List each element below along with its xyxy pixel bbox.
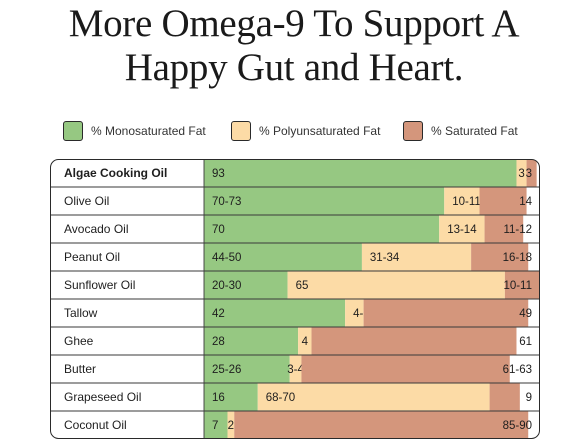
bar-algae-cooking-oil-saturated: [526, 159, 537, 187]
legend-item-saturated: % Saturated Fat: [403, 121, 518, 141]
chart-border: [50, 159, 540, 439]
bar-ghee-monosaturated: [204, 327, 299, 355]
value-label-algae-cooking-oil-monosaturated: 93: [212, 168, 225, 180]
value-label-avocado-oil-polyunsaturated: 13-14: [447, 224, 477, 236]
bar-avocado-oil-polyunsaturated: [439, 215, 485, 243]
row-avocado-oil: Avocado Oil 70 13-14 11-12: [64, 215, 532, 243]
bar-sunflower-oil-polyunsaturated: [287, 271, 505, 299]
bar-tallow-monosaturated: [204, 299, 346, 327]
fat-composition-chart: Algae Cooking Oil 93 3 3 Olive Oil 70-73 10-11…: [50, 159, 540, 439]
bar-butter-monosaturated: [204, 355, 290, 383]
row-algae-cooking-oil: Algae Cooking Oil 93 3 3: [64, 159, 537, 187]
row-tallow: Tallow 42 4-7 49: [64, 299, 532, 327]
row-butter: Butter 25-26 3-4 61-63: [64, 355, 532, 383]
bar-avocado-oil-monosaturated: [204, 215, 440, 243]
value-label-ghee-monosaturated: 28: [212, 336, 225, 348]
legend-label-polyunsaturated: % Polyunsaturated Fat: [259, 124, 381, 138]
value-label-avocado-oil-saturated: 11-12: [503, 224, 532, 236]
value-label-tallow-saturated: 49: [519, 308, 532, 320]
row-sunflower-oil: Sunflower Oil 20-30 65 10-11: [64, 271, 540, 299]
value-label-butter-polyunsaturated: 3-4: [287, 364, 304, 376]
bar-coconut-oil-polyunsaturated: [227, 411, 235, 439]
bar-tallow-polyunsaturated: [345, 299, 364, 327]
category-label-peanut-oil: Peanut Oil: [64, 250, 120, 264]
bar-algae-cooking-oil-polyunsaturated: [516, 159, 527, 187]
value-label-olive-oil-monosaturated: 70-73: [212, 196, 241, 208]
bar-ghee-saturated: [311, 327, 517, 355]
value-label-peanut-oil-saturated: 16-18: [503, 252, 532, 264]
value-label-peanut-oil-monosaturated: 44-50: [212, 252, 241, 264]
bar-sunflower-oil-monosaturated: [204, 271, 288, 299]
bar-olive-oil-monosaturated: [204, 187, 445, 215]
value-label-butter-monosaturated: 25-26: [212, 364, 241, 376]
category-label-coconut-oil: Coconut Oil: [64, 418, 127, 432]
bar-tallow-saturated: [363, 299, 529, 327]
bar-sunflower-oil-saturated: [504, 271, 540, 299]
bar-grapeseed-oil-monosaturated: [204, 383, 258, 411]
bar-butter-saturated: [301, 355, 510, 383]
value-label-coconut-oil-polyunsaturated: 2: [228, 420, 234, 432]
category-label-algae-cooking-oil: Algae Cooking Oil: [64, 166, 167, 180]
legend-swatch-saturated: [403, 121, 423, 141]
title-line-1: More Omega-9 To Support A: [68, 2, 520, 45]
value-label-grapeseed-oil-polyunsaturated: 68-70: [266, 392, 295, 404]
legend-item-polyunsaturated: % Polyunsaturated Fat: [231, 121, 380, 141]
bar-olive-oil-polyunsaturated: [444, 187, 480, 215]
value-label-tallow-monosaturated: 42: [212, 308, 225, 320]
value-label-avocado-oil-monosaturated: 70: [212, 224, 225, 236]
row-olive-oil: Olive Oil 70-73 10-11 14: [64, 187, 533, 215]
value-label-ghee-polyunsaturated: 4: [302, 336, 309, 348]
bar-ghee-polyunsaturated: [298, 327, 312, 355]
bar-peanut-oil-monosaturated: [204, 243, 362, 271]
legend-label-saturated: % Saturated Fat: [431, 124, 518, 138]
value-label-algae-cooking-oil-polyunsaturated: 3: [518, 168, 524, 180]
legend-label-monosaturated: % Monosaturated Fat: [91, 124, 206, 138]
value-label-sunflower-oil-polyunsaturated: 65: [296, 280, 309, 292]
bar-peanut-oil-saturated: [471, 243, 529, 271]
value-label-olive-oil-saturated: 14: [519, 196, 532, 208]
category-label-olive-oil: Olive Oil: [64, 194, 109, 208]
bar-avocado-oil-saturated: [484, 215, 524, 243]
category-label-sunflower-oil: Sunflower Oil: [64, 278, 135, 292]
row-coconut-oil: Coconut Oil 7 2 85-90: [64, 411, 532, 439]
value-label-peanut-oil-polyunsaturated: 31-34: [370, 252, 400, 264]
row-peanut-oil: Peanut Oil 44-50 31-34 16-18: [64, 243, 532, 271]
title-line-2: Happy Gut and Heart.: [124, 46, 464, 89]
bar-olive-oil-saturated: [479, 187, 527, 215]
value-label-algae-cooking-oil-saturated: 3: [526, 168, 532, 180]
bar-butter-polyunsaturated: [289, 355, 302, 383]
value-label-sunflower-oil-monosaturated: 20-30: [212, 280, 241, 292]
bar-grapeseed-oil-polyunsaturated: [257, 383, 490, 411]
category-label-butter: Butter: [64, 362, 96, 376]
value-label-sunflower-oil-saturated: 10-11: [503, 280, 532, 292]
row-grapeseed-oil: Grapeseed Oil 16 68-70 9: [64, 383, 532, 411]
legend: % Monosaturated Fat % Polyunsaturated Fa…: [0, 121, 588, 141]
value-label-coconut-oil-monosaturated: 7: [212, 420, 218, 432]
value-label-olive-oil-polyunsaturated: 10-11: [452, 196, 481, 208]
value-label-ghee-saturated: 61: [519, 336, 532, 348]
row-ghee: Ghee 28 4 61: [64, 327, 532, 355]
value-label-grapeseed-oil-monosaturated: 16: [212, 392, 225, 404]
bar-coconut-oil-saturated: [234, 411, 529, 439]
legend-item-monosaturated: % Monosaturated Fat: [63, 121, 206, 141]
value-label-grapeseed-oil-saturated: 9: [526, 392, 532, 404]
value-label-butter-saturated: 61-63: [503, 364, 532, 376]
chart-svg: Algae Cooking Oil 93 3 3 Olive Oil 70-73 10-11…: [50, 159, 540, 439]
chart-title: More Omega-9 To Support A Happy Gut and …: [0, 2, 588, 90]
legend-swatch-polyunsaturated: [231, 121, 251, 141]
category-label-tallow: Tallow: [64, 306, 98, 320]
bar-peanut-oil-polyunsaturated: [361, 243, 472, 271]
value-label-coconut-oil-saturated: 85-90: [503, 420, 532, 432]
category-label-ghee: Ghee: [64, 334, 94, 348]
category-label-avocado-oil: Avocado Oil: [64, 222, 128, 236]
category-label-grapeseed-oil: Grapeseed Oil: [64, 390, 141, 404]
bar-coconut-oil-monosaturated: [204, 411, 228, 439]
bar-algae-cooking-oil-monosaturated: [204, 159, 517, 187]
bar-grapeseed-oil-saturated: [489, 383, 520, 411]
legend-swatch-monosaturated: [63, 121, 83, 141]
